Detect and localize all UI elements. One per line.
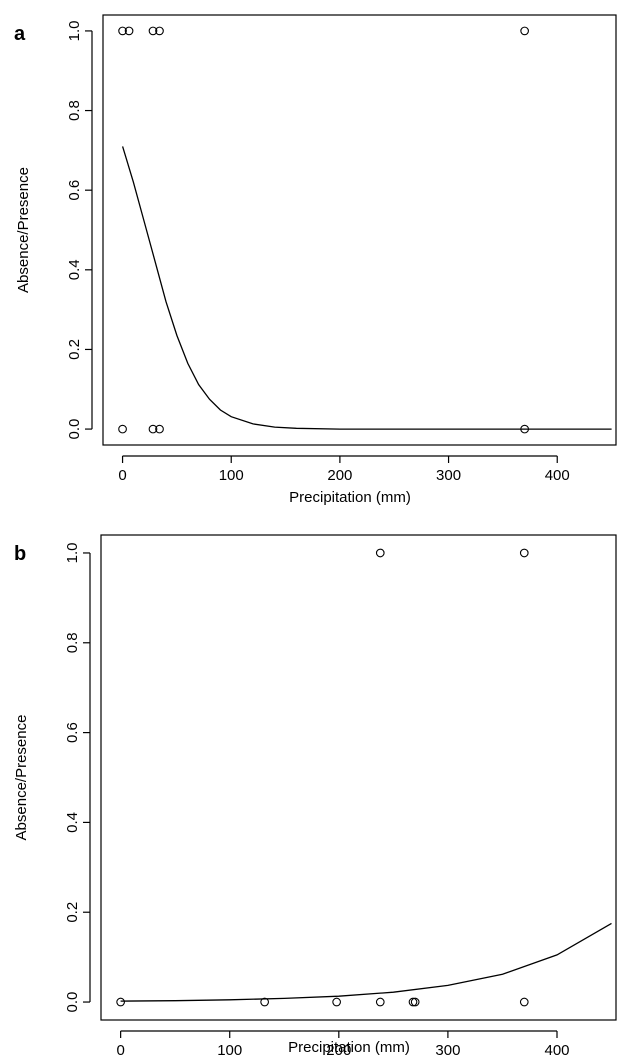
y-tick-label: 0.4: [64, 812, 81, 833]
y-tick-label: 0.0: [64, 992, 81, 1013]
plot-frame: [100, 534, 617, 1021]
data-point: [148, 424, 158, 434]
y-axis-title: Absence/Presence: [13, 715, 30, 841]
data-point: [408, 997, 418, 1007]
data-point: [332, 997, 341, 1007]
data-point: [118, 26, 127, 36]
x-axis-title: Precipitation (mm): [289, 489, 411, 506]
y-tick-label: 0.8: [64, 632, 81, 653]
fitted-curve: [120, 922, 612, 1002]
plot-frame: [102, 14, 617, 446]
x-tick-label: 0: [116, 1042, 124, 1058]
x-tick-label: 100: [217, 1042, 242, 1058]
y-tick-label: 1.0: [64, 543, 81, 564]
x-tick-label: 300: [435, 1042, 460, 1058]
data-point: [519, 997, 529, 1007]
x-tick-label: 0: [118, 467, 126, 484]
y-tick-label: 0.4: [66, 259, 83, 280]
data-point: [124, 26, 134, 36]
data-point: [116, 997, 125, 1007]
data-point: [375, 997, 385, 1007]
y-tick-label: 0.6: [66, 180, 83, 201]
y-tick-label: 0.2: [66, 339, 83, 360]
x-tick-label: 300: [436, 467, 461, 484]
data-point: [118, 424, 127, 434]
panel-a: 0 100 200 300 400 0.0 0.2 0.4 0.6 0.8 1.0 Precipita…: [14, 14, 617, 506]
x-tick-label: 400: [545, 467, 570, 484]
y-axis-title: Absence/Presence: [15, 167, 32, 293]
panel-label: b: [14, 543, 26, 565]
x-tick-label: 400: [544, 1042, 569, 1058]
y-tick-label: 0.2: [64, 902, 81, 923]
y-tick-label: 1.0: [66, 20, 83, 41]
x-tick-label: 100: [219, 467, 244, 484]
data-point: [260, 997, 269, 1007]
x-axis-title: Precipitation (mm): [288, 1039, 410, 1056]
x-tick-label: 200: [327, 467, 352, 484]
panel-b: 0 100 200 300 400 0.0 0.2 0.4 0.6 0.8 1.0 Precipita…: [13, 534, 617, 1058]
data-point: [520, 26, 529, 36]
data-point: [155, 424, 164, 434]
data-point: [375, 548, 385, 558]
y-tick-label: 0.6: [64, 722, 81, 743]
y-tick-label: 0.0: [66, 419, 83, 440]
data-point: [148, 26, 158, 36]
data-point: [155, 26, 164, 36]
fitted-curve: [121, 146, 612, 430]
data-point: [519, 548, 529, 558]
panel-label: a: [14, 23, 26, 45]
data-point: [520, 424, 529, 434]
y-tick-label: 0.8: [66, 100, 83, 121]
x-tick-label: 200: [326, 1042, 351, 1058]
data-point: [410, 997, 420, 1007]
